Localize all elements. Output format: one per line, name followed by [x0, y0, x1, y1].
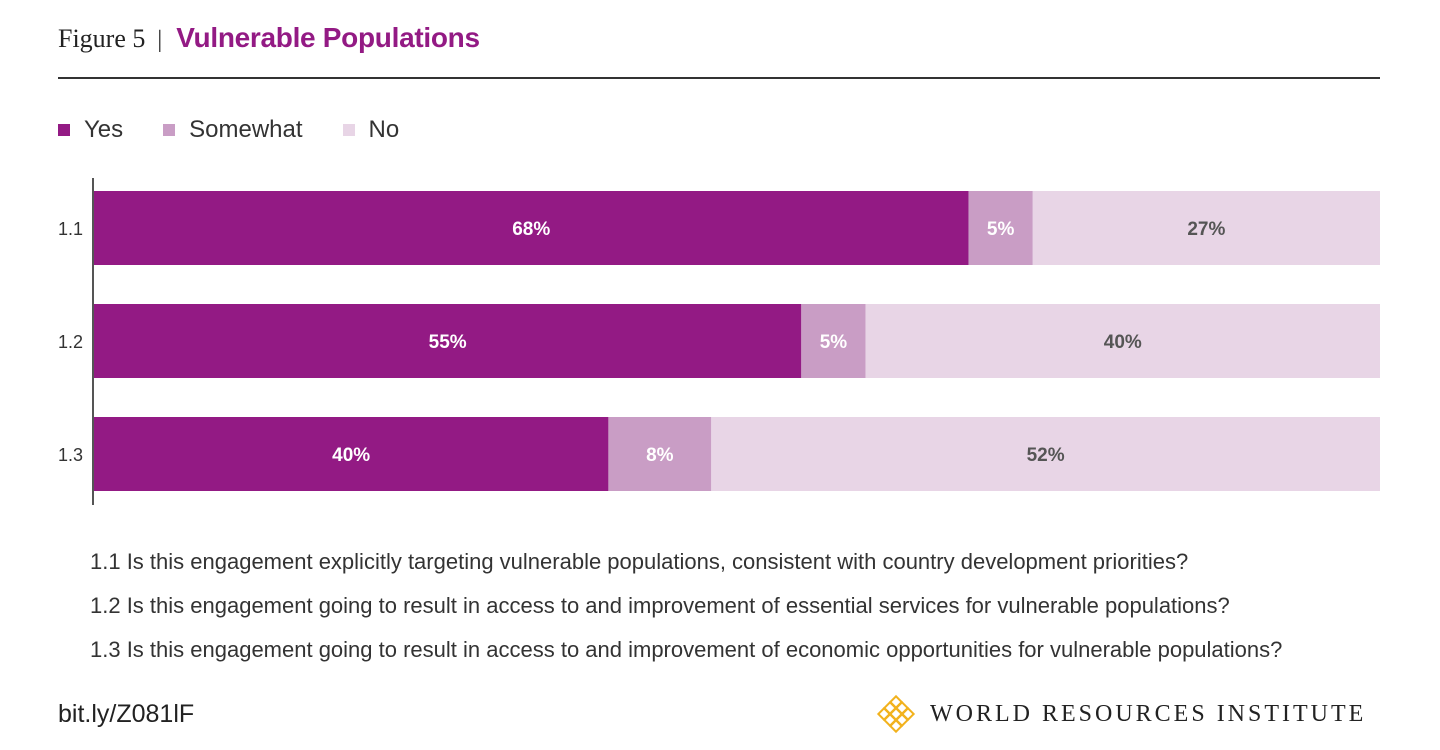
- bar-segment-yes: [94, 191, 969, 265]
- legend-swatch-no: [342, 124, 355, 136]
- category-tick-label: 1.3: [58, 445, 83, 465]
- figure-title: Vulnerable Populations: [176, 22, 480, 53]
- legend-label-yes: Yes: [84, 116, 124, 143]
- legend-item-somewhat: Somewhat: [163, 116, 303, 144]
- bar-segment-somewhat: [608, 417, 712, 491]
- figure-header: Figure 5 | Vulnerable Populations: [58, 22, 480, 66]
- data-label: 40%: [1104, 332, 1142, 353]
- legend-item-no: No: [342, 116, 400, 144]
- header-rule: [58, 77, 1380, 79]
- legend-label-somewhat: Somewhat: [189, 116, 303, 143]
- bar-segment-no: [1032, 191, 1380, 265]
- data-label: 52%: [1027, 445, 1065, 466]
- note-1-2: 1.2 Is this engagement going to result i…: [90, 593, 1230, 618]
- data-label: 8%: [646, 445, 674, 466]
- bar-segment-somewhat: [801, 304, 866, 378]
- title-separator: |: [157, 27, 163, 53]
- data-label: 40%: [332, 445, 370, 466]
- legend-swatch-yes: [58, 124, 70, 136]
- data-label: 5%: [987, 219, 1015, 240]
- data-label: 55%: [429, 332, 467, 353]
- bar-segment-yes: [94, 304, 802, 378]
- question-notes: 1.1 Is this engagement explicitly target…: [90, 540, 1282, 672]
- legend-label-no: No: [368, 116, 400, 143]
- category-tick-label: 1.1: [58, 219, 83, 239]
- chart-legend: Yes Somewhat No: [58, 116, 439, 144]
- note-1-1: 1.1 Is this engagement explicitly target…: [90, 549, 1189, 574]
- category-tick-label: 1.2: [58, 332, 83, 352]
- source-link[interactable]: bit.ly/Z081lF: [58, 700, 195, 728]
- legend-swatch-somewhat: [163, 124, 176, 136]
- legend-item-yes: Yes: [58, 116, 123, 144]
- data-label: 5%: [820, 332, 848, 353]
- bar-segment-somewhat: [968, 191, 1033, 265]
- organization-name: WORLD RESOURCES INSTITUTE: [930, 700, 1367, 727]
- data-label: 68%: [512, 219, 550, 240]
- bar-segment-no: [711, 417, 1380, 491]
- wri-logo-icon: [876, 694, 916, 734]
- wri-logo: WORLD RESOURCES INSTITUTE: [876, 694, 1366, 734]
- bar-segment-no: [865, 304, 1380, 378]
- data-label: 27%: [1187, 219, 1225, 240]
- note-1-3: 1.3 Is this engagement going to result i…: [90, 637, 1283, 662]
- bar-segment-yes: [94, 417, 609, 491]
- stacked-bar-chart: 1.1 68% 5% 27% 1.2 55% 5% 40% 1.3 40% 8% 52%: [58, 178, 1380, 505]
- figure-label: Figure 5: [58, 24, 146, 53]
